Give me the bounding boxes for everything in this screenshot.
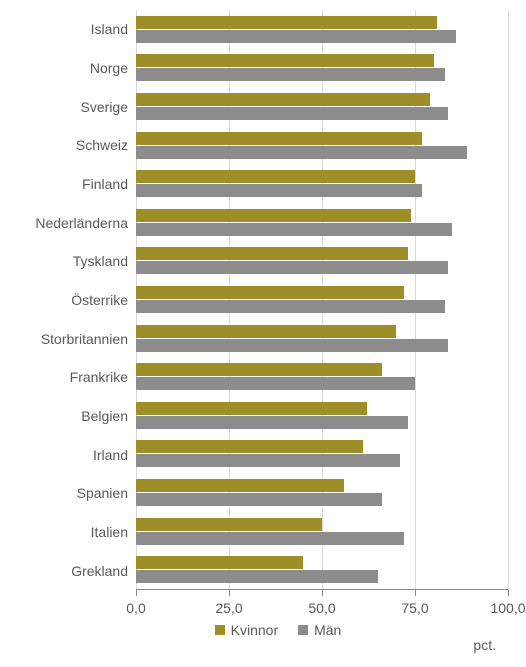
x-axis-title: pct. — [473, 637, 496, 653]
category-label: Storbritannien — [8, 332, 128, 346]
category-label: Irland — [8, 448, 128, 462]
category-label: Spanien — [8, 486, 128, 500]
x-tick — [322, 590, 323, 596]
category-label: Frankrike — [8, 370, 128, 384]
x-tick-label: 0,0 — [126, 600, 145, 616]
bar-group — [136, 402, 508, 429]
category-label: Finland — [8, 177, 128, 191]
bar-män — [136, 377, 415, 390]
legend: Kvinnor Män — [48, 622, 508, 638]
bar-män — [136, 570, 378, 583]
legend-swatch — [215, 625, 225, 635]
bar-group — [136, 16, 508, 43]
bar-group — [136, 93, 508, 120]
category-label: Nederländerna — [8, 216, 128, 230]
bar-kvinnor — [136, 209, 411, 222]
bar-män — [136, 184, 422, 197]
bar-groups — [136, 10, 508, 589]
bar-kvinnor — [136, 363, 382, 376]
category-label: Italien — [8, 525, 128, 539]
bar-kvinnor — [136, 325, 396, 338]
bar-kvinnor — [136, 286, 404, 299]
bar-group — [136, 209, 508, 236]
bar-män — [136, 493, 382, 506]
bar-group — [136, 440, 508, 467]
bar-män — [136, 300, 445, 313]
employment-chart: Island Norge Sverige Schweiz Finland Nederlän… — [0, 0, 526, 667]
bar-män — [136, 261, 448, 274]
bar-män — [136, 223, 452, 236]
x-tick — [229, 590, 230, 596]
gridline — [508, 10, 509, 589]
category-label: Schweiz — [8, 138, 128, 152]
bar-män — [136, 339, 448, 352]
bars-region — [136, 10, 508, 590]
legend-label: Kvinnor — [231, 622, 278, 638]
x-tick-label: 75,0 — [401, 600, 428, 616]
bar-män — [136, 146, 467, 159]
bar-män — [136, 68, 445, 81]
x-tick — [136, 590, 137, 596]
bar-kvinnor — [136, 170, 415, 183]
bar-group — [136, 132, 508, 159]
category-label: Österrike — [8, 293, 128, 307]
bar-kvinnor — [136, 93, 430, 106]
bar-kvinnor — [136, 402, 367, 415]
plot-area: Island Norge Sverige Schweiz Finland Nederlän… — [8, 10, 508, 590]
bar-män — [136, 454, 400, 467]
category-label: Belgien — [8, 409, 128, 423]
bar-group — [136, 54, 508, 81]
bar-kvinnor — [136, 479, 344, 492]
bar-kvinnor — [136, 54, 434, 67]
category-label: Norge — [8, 61, 128, 75]
bar-group — [136, 479, 508, 506]
bar-group — [136, 325, 508, 352]
bar-group — [136, 363, 508, 390]
bar-kvinnor — [136, 132, 422, 145]
x-tick-label: 50,0 — [308, 600, 335, 616]
x-tick-label: 25,0 — [215, 600, 242, 616]
bar-group — [136, 286, 508, 313]
bar-kvinnor — [136, 518, 322, 531]
category-label: Island — [8, 22, 128, 36]
legend-item: Kvinnor — [215, 622, 278, 638]
y-axis-labels: Island Norge Sverige Schweiz Finland Nederlän… — [8, 10, 136, 590]
legend-item: Män — [298, 622, 341, 638]
category-label: Grekland — [8, 564, 128, 578]
x-tick — [415, 590, 416, 596]
x-tick-marks — [136, 590, 508, 598]
bar-group — [136, 247, 508, 274]
legend-swatch — [298, 625, 308, 635]
category-label: Tyskland — [8, 254, 128, 268]
bar-group — [136, 556, 508, 583]
bar-män — [136, 416, 408, 429]
legend-label: Män — [314, 622, 341, 638]
bar-män — [136, 107, 448, 120]
bar-kvinnor — [136, 247, 408, 260]
category-label: Sverige — [8, 100, 128, 114]
bar-group — [136, 518, 508, 545]
bar-män — [136, 30, 456, 43]
bar-kvinnor — [136, 440, 363, 453]
x-tick — [508, 590, 509, 596]
x-axis-labels: 0,025,050,075,0100,0 — [136, 598, 508, 620]
bar-kvinnor — [136, 556, 303, 569]
bar-kvinnor — [136, 16, 437, 29]
bar-män — [136, 532, 404, 545]
bar-group — [136, 170, 508, 197]
x-tick-label: 100,0 — [490, 600, 525, 616]
